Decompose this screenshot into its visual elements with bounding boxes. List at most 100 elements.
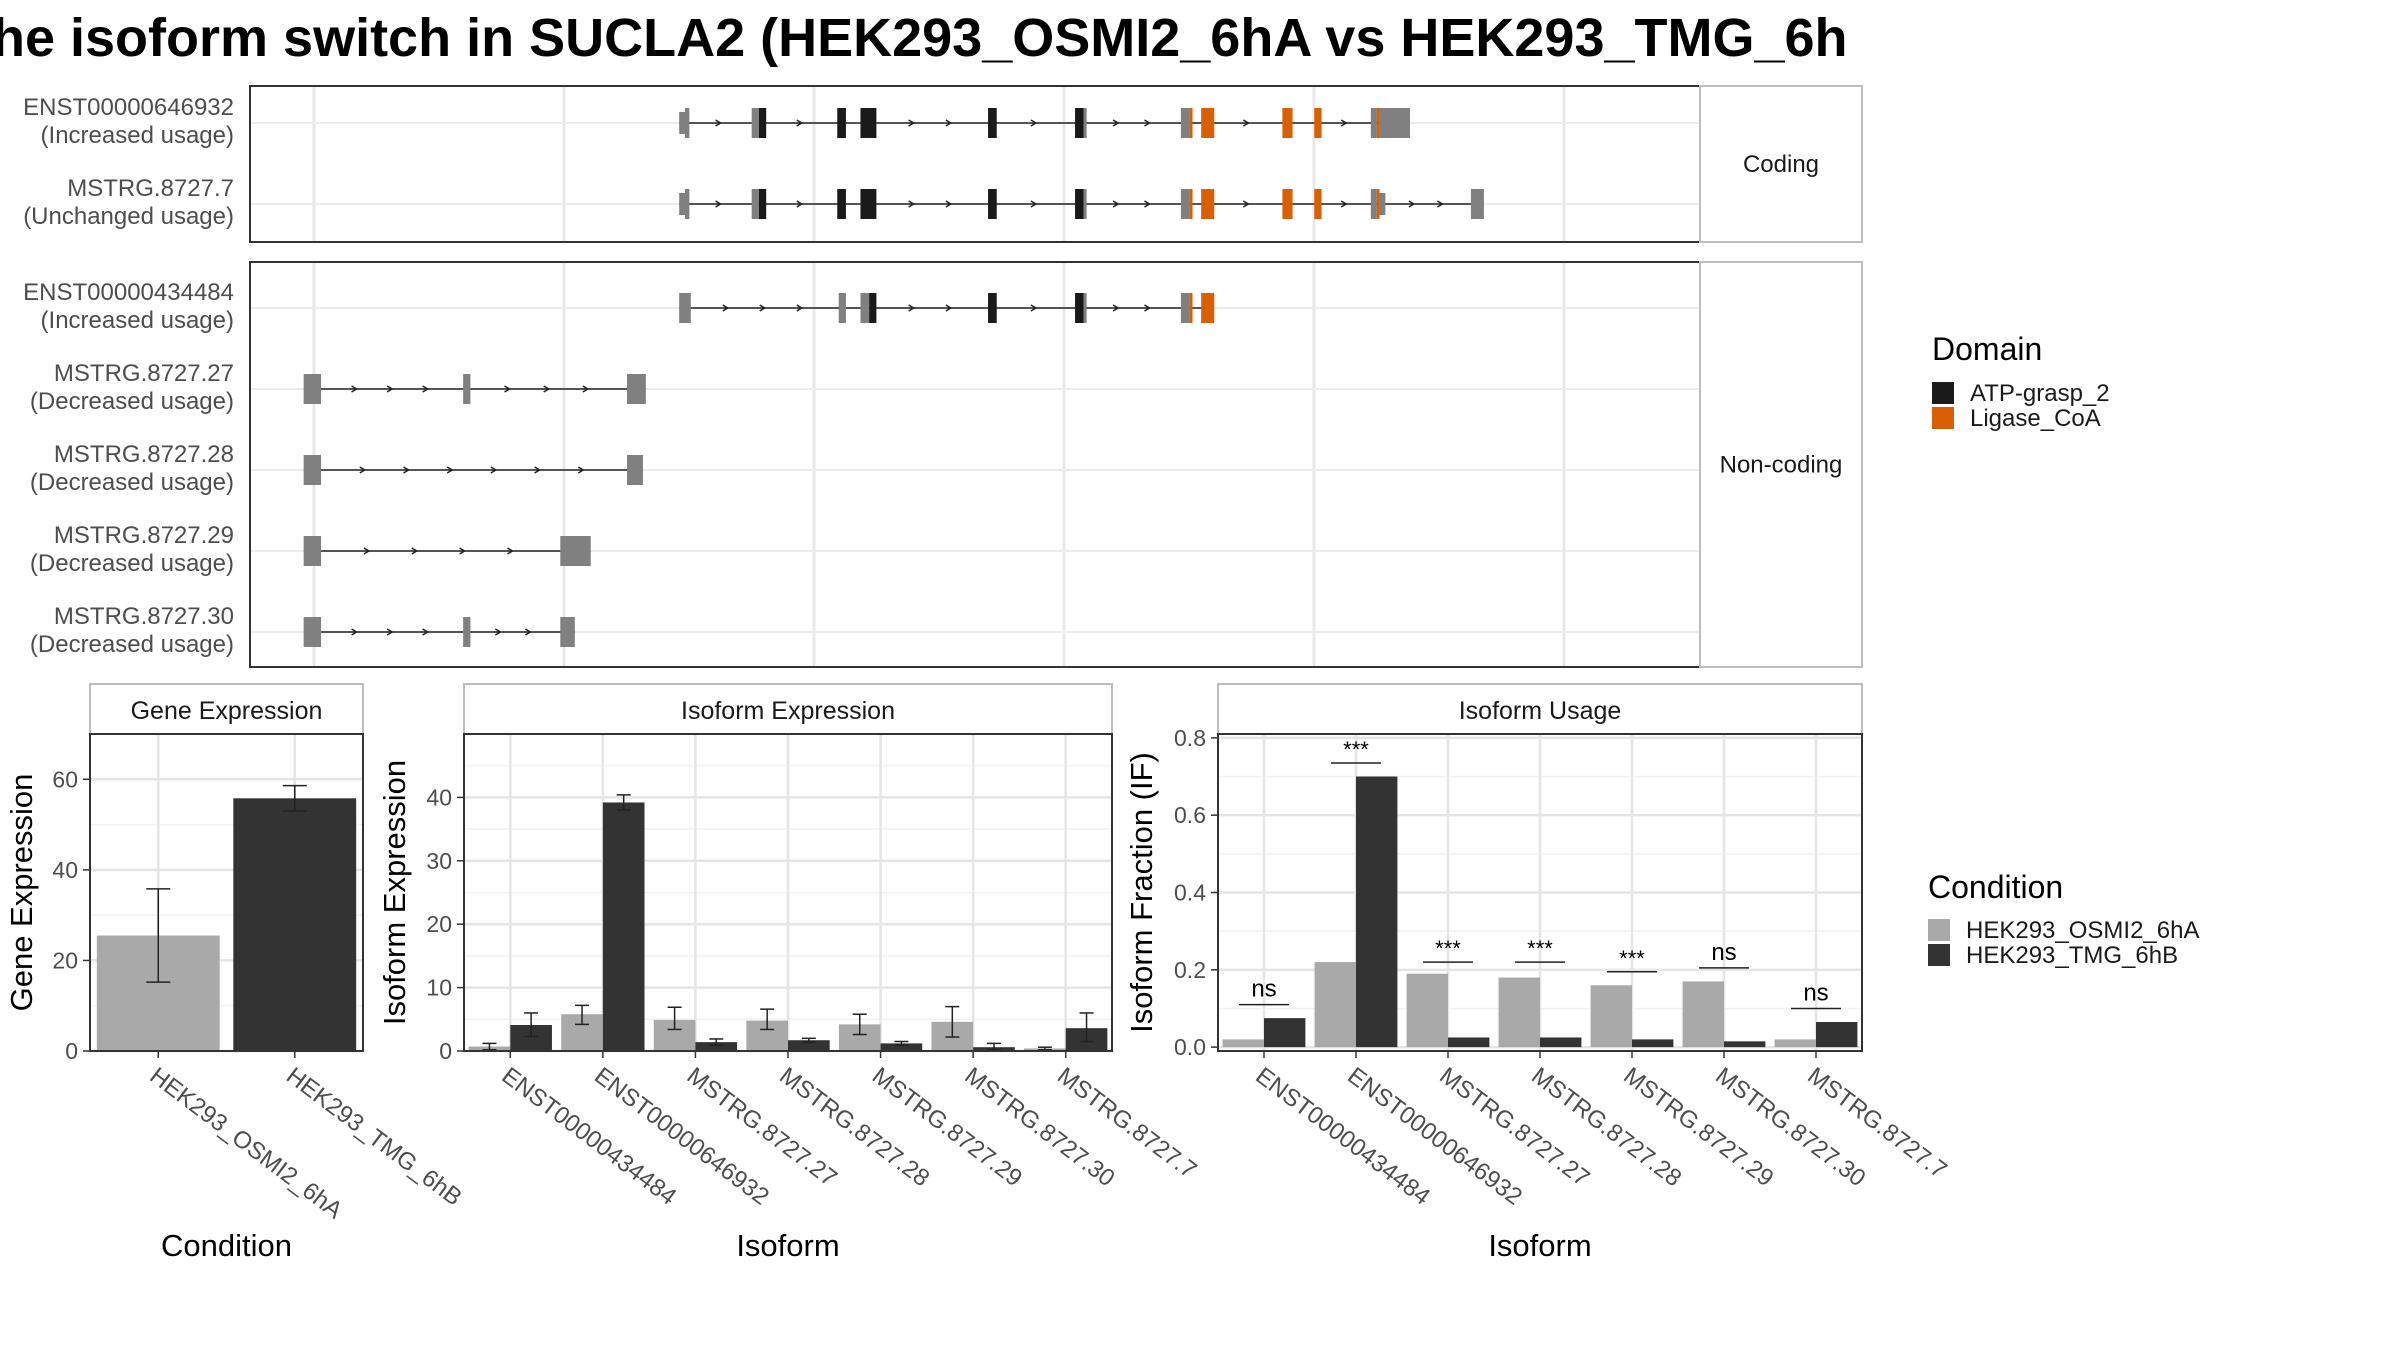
y-tick-label: 0 (439, 1038, 452, 1064)
intron-arrow (796, 200, 804, 208)
transcript-name: MSTRG.8727.27 (54, 360, 234, 387)
transcript-MSTRG.8727.27: MSTRG.8727.27(Decreased usage) (30, 360, 646, 415)
legend-title: Domain (1932, 331, 2042, 367)
exon (1075, 108, 1084, 138)
exon (1083, 293, 1087, 323)
error-bar (667, 1006, 682, 1031)
bar-HEK293_TMG_6hB (602, 802, 645, 1051)
error-bar (616, 794, 631, 811)
intron-arrow (411, 547, 419, 555)
exon (837, 189, 846, 219)
legend-swatch (1928, 919, 1950, 941)
exon (303, 455, 322, 485)
transcript-name: MSTRG.8727.7 (67, 175, 234, 202)
exon (988, 293, 997, 323)
y-tick-label: 0.4 (1174, 880, 1206, 906)
facet-strip (1699, 261, 1863, 668)
exon (1201, 189, 1215, 219)
exon (1314, 108, 1322, 138)
exon (685, 108, 690, 138)
exon (679, 293, 691, 323)
intron-arrow (363, 547, 371, 555)
intron-arrow (1030, 200, 1038, 208)
bar-HEK293_OSMI2_6hA (1498, 977, 1540, 1048)
legend-swatch (1928, 944, 1950, 966)
bar-HEK293_TMG_6hB (1816, 1022, 1858, 1048)
intron-arrow (534, 466, 542, 474)
error-bar (575, 1004, 590, 1026)
bar-HEK293_TMG_6hB (1540, 1037, 1582, 1048)
error-bar (1037, 1046, 1052, 1051)
error-bar (945, 1005, 960, 1038)
intron-arrow (945, 119, 953, 127)
exon (1189, 293, 1193, 323)
intron-arrow (908, 304, 916, 312)
transcript-usage: (Increased usage) (41, 122, 234, 149)
intron-arrow (1340, 200, 1348, 208)
significance-label: ns (1251, 976, 1276, 1003)
intron-arrow (1242, 119, 1250, 127)
error-bar (852, 1013, 867, 1036)
y-tick-label: 0.8 (1174, 725, 1206, 751)
bar-HEK293_OSMI2_6hA (1590, 985, 1632, 1048)
isoform-usage-chart: Isoform Usage ns *** *** *** *** ns ns 0.0 0.2 0.4… (1124, 683, 1952, 1263)
exon (860, 293, 870, 323)
exon (1083, 189, 1087, 219)
x-tick-label: MSTRG.8727.28 (1526, 1062, 1686, 1192)
y-tick-label: 0.0 (1174, 1034, 1206, 1060)
intron-arrow (446, 466, 454, 474)
gene-structure-chart: ENST00000646932(Increased usage)MSTRG.87… (23, 85, 1863, 668)
intron-arrow (796, 119, 804, 127)
exon (679, 193, 685, 215)
exon (463, 374, 471, 404)
bar (233, 798, 357, 1051)
facet-label: Gene Expression (131, 697, 323, 725)
legend-swatch (1932, 407, 1954, 429)
exon (751, 189, 759, 219)
bar-HEK293_TMG_6hB (1632, 1039, 1674, 1048)
exon (685, 189, 690, 219)
facet-label: Isoform Expression (681, 697, 895, 725)
intron-arrow (1030, 119, 1038, 127)
y-axis-title: Isoform Fraction (IF) (1124, 752, 1159, 1033)
exon (988, 108, 997, 138)
transcript-name: MSTRG.8727.28 (54, 441, 234, 468)
gene-panel-coding: ENST00000646932(Increased usage) MSTRG.87… (23, 85, 1863, 243)
bars (96, 784, 357, 1051)
exon (1075, 189, 1084, 219)
intron-arrow (1242, 200, 1250, 208)
intron-arrow (386, 628, 394, 636)
significance-label: ns (1803, 979, 1828, 1006)
exon (1282, 189, 1293, 219)
exon (1376, 189, 1380, 219)
y-tick-label: 30 (426, 848, 452, 874)
exon (758, 108, 767, 138)
y-tick-label: 0.2 (1174, 957, 1206, 983)
bar-HEK293_TMG_6hB (1448, 1037, 1490, 1048)
error-bar (801, 1037, 816, 1043)
exon (1370, 108, 1377, 138)
exon (1180, 108, 1190, 138)
intron-arrow (422, 385, 430, 393)
intron-arrow (908, 200, 916, 208)
bar-HEK293_TMG_6hB (695, 1042, 738, 1051)
intron-arrow (1436, 200, 1444, 208)
facet-label: Isoform Usage (1459, 697, 1622, 725)
intron-arrow (1408, 200, 1416, 208)
exon (1180, 189, 1190, 219)
exon (1379, 108, 1410, 138)
facet-label: Non-coding (1720, 452, 1843, 479)
intron-arrow (715, 119, 722, 127)
facet-label: Coding (1743, 151, 1819, 178)
intron-arrow (1144, 304, 1151, 312)
transcript-name: ENST00000434484 (23, 279, 234, 306)
exon (627, 455, 643, 485)
panel-background (250, 86, 1700, 242)
x-axis-title: Isoform (736, 1228, 839, 1263)
exon (860, 108, 877, 138)
intron-arrow (386, 385, 394, 393)
intron-arrow (504, 385, 512, 393)
exon (758, 189, 767, 219)
facet-strip (89, 683, 364, 735)
intron-arrow (1112, 304, 1120, 312)
